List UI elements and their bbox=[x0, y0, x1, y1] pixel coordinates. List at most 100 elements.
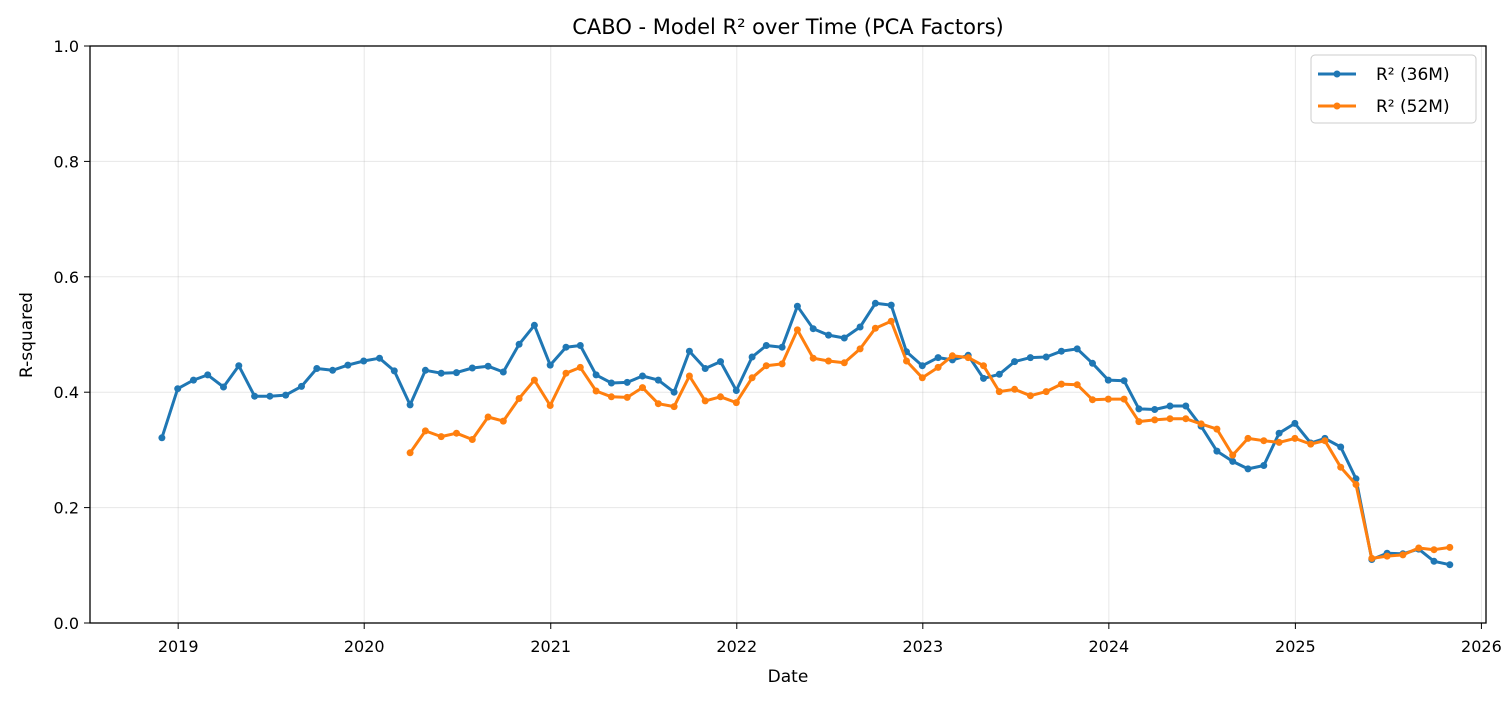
data-point bbox=[840, 334, 848, 342]
data-point bbox=[546, 402, 554, 409]
data-point bbox=[1430, 557, 1438, 565]
data-point bbox=[1120, 377, 1128, 385]
data-point bbox=[840, 359, 848, 367]
data-point bbox=[1415, 544, 1423, 552]
data-point bbox=[778, 360, 786, 368]
data-point bbox=[1166, 415, 1174, 423]
data-point bbox=[546, 361, 554, 369]
data-point bbox=[1026, 392, 1034, 400]
data-point bbox=[793, 302, 801, 310]
data-point bbox=[980, 374, 987, 382]
data-point bbox=[1057, 380, 1065, 388]
data-point bbox=[1229, 451, 1237, 459]
data-point bbox=[562, 369, 570, 377]
data-point bbox=[607, 379, 615, 387]
data-point bbox=[793, 326, 801, 334]
data-point bbox=[1073, 345, 1081, 353]
data-point bbox=[1104, 395, 1112, 403]
data-point bbox=[623, 378, 631, 386]
data-point bbox=[1120, 395, 1128, 403]
data-point bbox=[809, 325, 817, 333]
data-point bbox=[1197, 420, 1205, 428]
data-point bbox=[1307, 440, 1315, 448]
data-point bbox=[1291, 434, 1299, 442]
data-point bbox=[685, 372, 693, 380]
y-tick-label: 0.2 bbox=[54, 499, 79, 518]
data-point bbox=[266, 392, 274, 400]
data-point bbox=[220, 383, 227, 391]
data-point bbox=[762, 342, 770, 349]
data-point bbox=[421, 366, 429, 374]
data-point bbox=[576, 363, 584, 371]
data-point bbox=[918, 374, 926, 382]
data-point bbox=[1399, 551, 1407, 559]
chart-title: CABO - Model R² over Time (PCA Factors) bbox=[572, 15, 1003, 39]
data-point bbox=[778, 343, 786, 351]
y-tick-label: 0.0 bbox=[54, 614, 79, 633]
data-point bbox=[468, 436, 476, 443]
data-point bbox=[748, 374, 756, 382]
data-point bbox=[1089, 359, 1096, 367]
data-point bbox=[1260, 437, 1268, 445]
data-point bbox=[809, 354, 817, 362]
x-axis-label: Date bbox=[768, 667, 809, 687]
data-point bbox=[1229, 457, 1237, 465]
data-point bbox=[499, 368, 507, 376]
data-point bbox=[1011, 358, 1019, 366]
data-point bbox=[871, 324, 879, 332]
data-point bbox=[701, 397, 709, 405]
data-point bbox=[1446, 561, 1454, 569]
data-point bbox=[980, 362, 987, 370]
x-tick-label: 2021 bbox=[530, 637, 571, 656]
data-point bbox=[607, 393, 615, 401]
data-point bbox=[639, 372, 646, 380]
data-point bbox=[1383, 552, 1391, 560]
data-point bbox=[576, 342, 584, 349]
data-point bbox=[995, 388, 1003, 396]
data-point bbox=[298, 382, 305, 390]
data-point bbox=[515, 395, 523, 402]
x-tick-label: 2025 bbox=[1275, 637, 1316, 656]
data-point bbox=[762, 362, 770, 370]
data-point bbox=[251, 392, 259, 400]
data-point bbox=[1089, 396, 1096, 404]
data-point bbox=[1368, 554, 1376, 562]
data-point bbox=[453, 429, 460, 437]
data-point bbox=[344, 361, 352, 369]
y-tick-label: 0.4 bbox=[54, 383, 79, 402]
data-point bbox=[825, 331, 832, 339]
data-point bbox=[887, 317, 895, 325]
data-point bbox=[190, 376, 197, 384]
data-point bbox=[1352, 481, 1360, 488]
data-point bbox=[499, 417, 507, 425]
data-point bbox=[1151, 416, 1159, 424]
data-point bbox=[204, 371, 212, 379]
data-point bbox=[406, 401, 414, 409]
data-point bbox=[1104, 376, 1112, 384]
data-point bbox=[685, 347, 693, 355]
data-point bbox=[1244, 434, 1252, 442]
y-tick-label: 0.8 bbox=[54, 152, 79, 171]
data-point bbox=[390, 367, 398, 375]
data-point bbox=[654, 376, 662, 384]
data-point bbox=[1337, 443, 1345, 451]
legend-marker-36m bbox=[1333, 70, 1341, 78]
x-tick-label: 2023 bbox=[902, 637, 943, 656]
data-point bbox=[421, 427, 429, 435]
data-point bbox=[1213, 425, 1221, 433]
legend-label-36m: R² (36M) bbox=[1376, 65, 1450, 85]
data-point bbox=[825, 357, 832, 365]
data-point bbox=[1135, 405, 1143, 413]
data-point bbox=[748, 353, 756, 361]
data-point bbox=[406, 449, 414, 457]
y-axis-ticks: 0.0 0.2 0.4 0.6 0.8 1.0 bbox=[54, 37, 90, 633]
data-point bbox=[484, 413, 492, 421]
data-point bbox=[592, 387, 600, 395]
data-point bbox=[670, 403, 678, 411]
data-point bbox=[639, 384, 646, 392]
data-point bbox=[453, 369, 460, 377]
x-tick-label: 2022 bbox=[716, 637, 757, 656]
y-tick-label: 0.6 bbox=[54, 268, 79, 287]
data-point bbox=[918, 362, 926, 370]
